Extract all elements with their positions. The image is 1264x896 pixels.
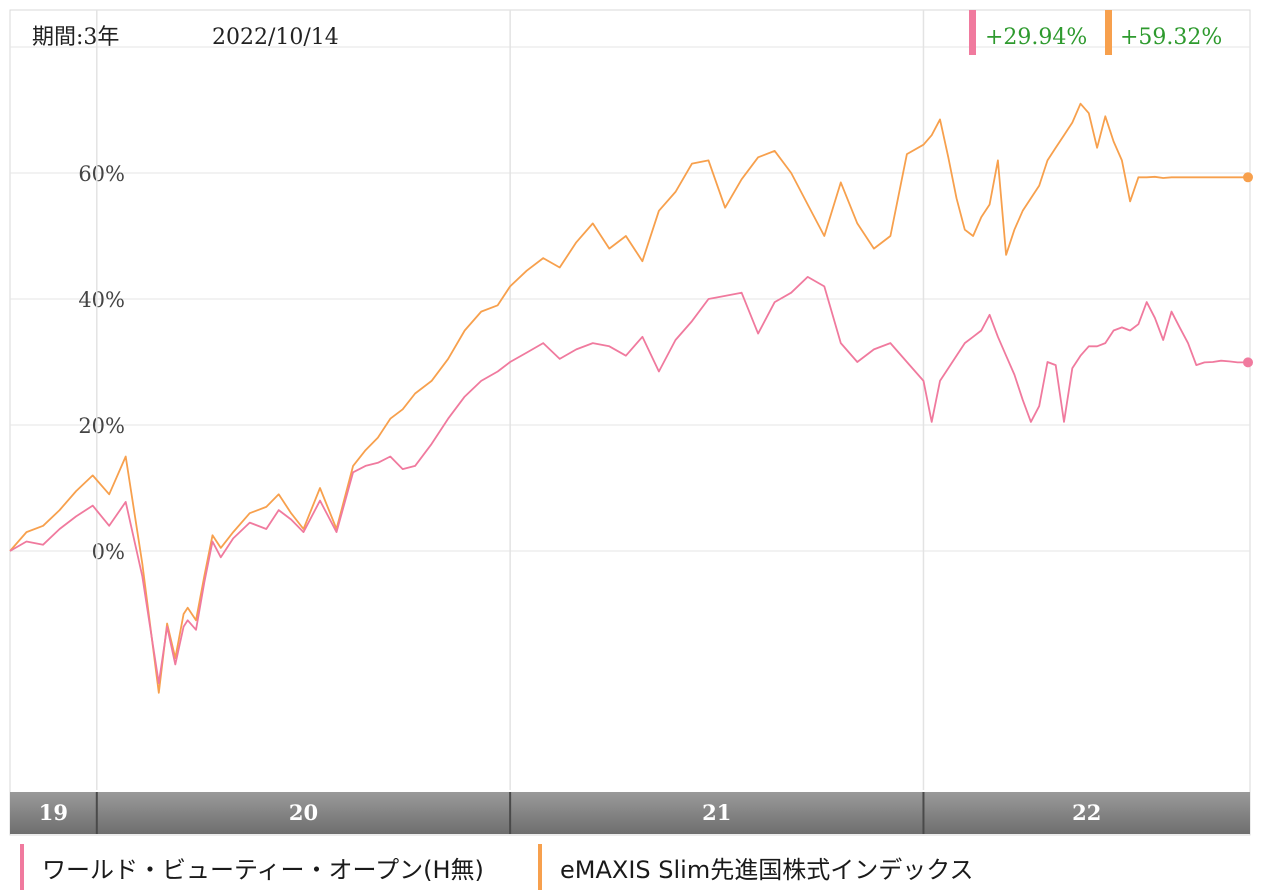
series-endpoint-1 bbox=[1243, 357, 1253, 368]
legend-item-series1: ワールド・ビューティー・オープン(H無) bbox=[20, 844, 484, 890]
legend: ワールド・ビューティー・オープン(H無) eMAXIS Slim先進国株式インデ… bbox=[0, 838, 1264, 896]
period-label: 期間:3年 bbox=[32, 25, 119, 50]
return-label-series2: +59.32% bbox=[1120, 25, 1222, 50]
chart-svg: 0%20%40%60% 19 20 21 22 期間:3年 2022/10/14 +2… bbox=[9, 9, 1253, 836]
legend-item-series2: eMAXIS Slim先進国株式インデックス bbox=[538, 844, 974, 890]
series-line-2 bbox=[9, 102, 1250, 694]
y-tick-label: 60% bbox=[78, 162, 125, 186]
series-endpoint-2 bbox=[1243, 172, 1253, 183]
return-swatch-series2 bbox=[1105, 10, 1112, 55]
year-band: 19 20 21 22 bbox=[10, 792, 1250, 834]
year-band-background bbox=[10, 792, 1250, 834]
plot-frame bbox=[9, 9, 1251, 836]
return-swatch-series1 bbox=[969, 10, 976, 55]
x-tick-label: 21 bbox=[702, 800, 731, 825]
legend-swatch-series1 bbox=[20, 844, 24, 890]
legend-swatch-series2 bbox=[538, 844, 542, 890]
legend-label-series2: eMAXIS Slim先進国株式インデックス bbox=[560, 855, 974, 884]
series-layer bbox=[9, 102, 1253, 694]
x-tick-label: 20 bbox=[289, 800, 318, 825]
y-tick-label: 40% bbox=[78, 288, 125, 312]
x-tick-label: 22 bbox=[1072, 800, 1101, 825]
grid: 0%20%40%60% bbox=[10, 10, 1250, 790]
return-label-series1: +29.94% bbox=[985, 25, 1087, 50]
legend-label-series1: ワールド・ビューティー・オープン(H無) bbox=[42, 855, 484, 884]
chart-header: 期間:3年 2022/10/14 +29.94% +59.32% bbox=[32, 10, 1222, 55]
series-line-1 bbox=[9, 275, 1250, 685]
x-tick-label: 19 bbox=[39, 800, 68, 825]
date-label: 2022/10/14 bbox=[212, 25, 339, 50]
y-tick-label: 20% bbox=[78, 414, 125, 438]
